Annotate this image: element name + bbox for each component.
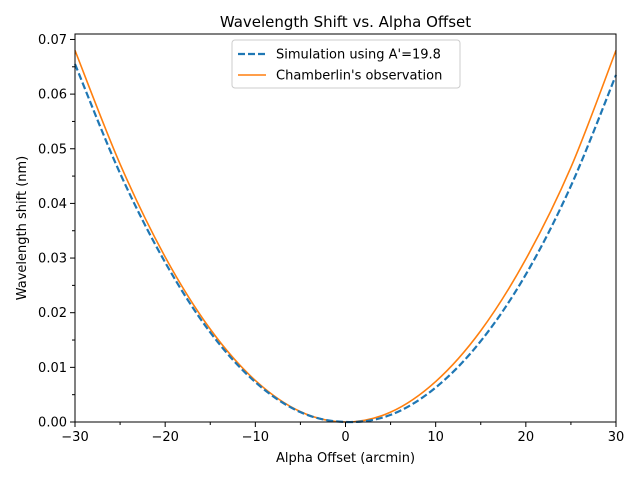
x-tick-label: 0 xyxy=(341,430,349,445)
x-tick-label: −30 xyxy=(61,430,88,445)
series-line-0 xyxy=(73,63,618,424)
y-tick-label: 0.02 xyxy=(38,306,67,321)
y-axis-label: Wavelength shift (nm) xyxy=(15,156,30,301)
legend-label-0: Simulation using A'=19.8 xyxy=(276,48,441,63)
series-line-1 xyxy=(74,50,617,423)
legend-label-1: Chamberlin's observation xyxy=(276,69,442,84)
x-tick-label: 10 xyxy=(427,430,444,445)
x-tick-label: 30 xyxy=(608,430,625,445)
legend: Simulation using A'=19.8 Chamberlin's obs… xyxy=(231,39,461,89)
y-tick-label: 0.04 xyxy=(38,197,67,212)
y-tick-label: 0.05 xyxy=(38,142,67,157)
y-tick-label: 0.07 xyxy=(38,33,67,48)
axis-ticks: −30 −20 −10 0 10 20 30 0.00 0.01 0.02 0.03 0.04 0.05… xyxy=(38,33,624,445)
y-tick-label: 0.06 xyxy=(38,88,67,103)
legend-box xyxy=(231,39,461,89)
y-tick-label: 0.03 xyxy=(38,252,67,267)
y-tick-label: 0.01 xyxy=(38,361,67,376)
x-tick-label: −10 xyxy=(242,430,269,445)
chart-title: Wavelength Shift vs. Alpha Offset xyxy=(220,13,471,31)
x-tick-label: 20 xyxy=(518,430,535,445)
x-axis-label: Alpha Offset (arcmin) xyxy=(276,451,415,466)
plot-area xyxy=(73,50,618,424)
axes-frame xyxy=(74,33,617,423)
x-tick-label: −20 xyxy=(151,430,178,445)
y-tick-label: 0.00 xyxy=(38,416,67,431)
